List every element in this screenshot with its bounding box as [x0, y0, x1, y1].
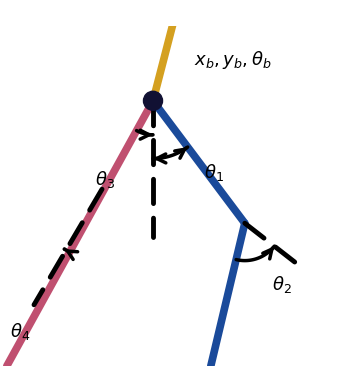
Circle shape [143, 91, 163, 110]
Text: $\theta_3$: $\theta_3$ [95, 169, 115, 189]
Text: $\theta_4$: $\theta_4$ [10, 321, 31, 343]
Text: $\theta_1$: $\theta_1$ [204, 162, 224, 183]
Text: $x_b, y_b, \theta_b$: $x_b, y_b, \theta_b$ [194, 49, 271, 71]
Text: $\theta_2$: $\theta_2$ [272, 274, 292, 295]
